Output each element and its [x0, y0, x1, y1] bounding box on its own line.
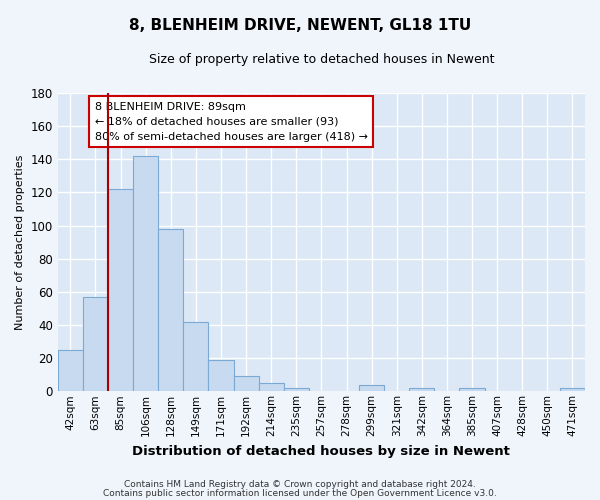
Text: 8 BLENHEIM DRIVE: 89sqm
← 18% of detached houses are smaller (93)
80% of semi-de: 8 BLENHEIM DRIVE: 89sqm ← 18% of detache… — [95, 102, 368, 142]
Title: Size of property relative to detached houses in Newent: Size of property relative to detached ho… — [149, 52, 494, 66]
Bar — [284, 388, 309, 392]
Bar — [233, 376, 259, 392]
Bar — [409, 388, 434, 392]
Bar — [460, 388, 485, 392]
Bar — [83, 297, 108, 392]
X-axis label: Distribution of detached houses by size in Newent: Distribution of detached houses by size … — [133, 444, 511, 458]
Y-axis label: Number of detached properties: Number of detached properties — [15, 154, 25, 330]
Text: 8, BLENHEIM DRIVE, NEWENT, GL18 1TU: 8, BLENHEIM DRIVE, NEWENT, GL18 1TU — [129, 18, 471, 32]
Bar — [158, 229, 184, 392]
Text: Contains public sector information licensed under the Open Government Licence v3: Contains public sector information licen… — [103, 488, 497, 498]
Bar — [58, 350, 83, 392]
Bar — [560, 388, 585, 392]
Bar — [359, 384, 384, 392]
Text: Contains HM Land Registry data © Crown copyright and database right 2024.: Contains HM Land Registry data © Crown c… — [124, 480, 476, 489]
Bar — [133, 156, 158, 392]
Bar — [108, 189, 133, 392]
Bar — [184, 322, 208, 392]
Bar — [259, 383, 284, 392]
Bar — [208, 360, 233, 392]
